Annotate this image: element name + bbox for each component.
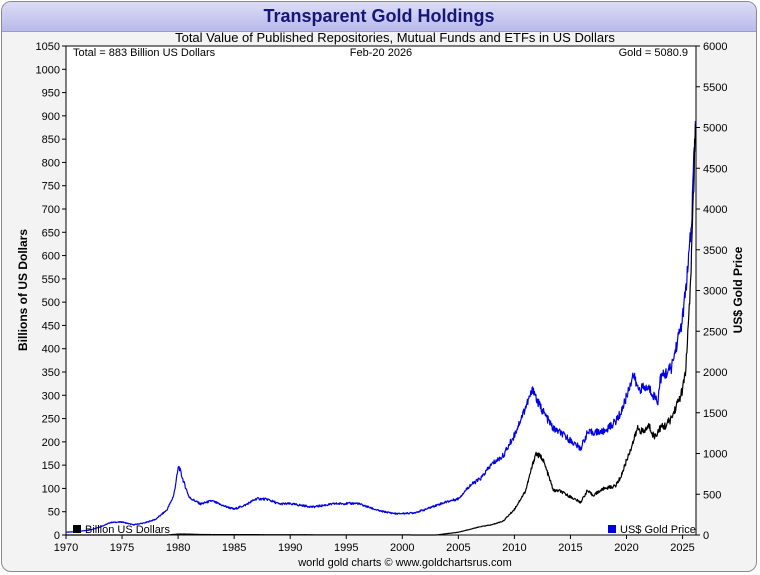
y2-tick-label: 1500 (703, 408, 727, 420)
y-tick-label: 850 (42, 134, 60, 146)
gold-series-layer (65, 120, 696, 533)
holdings-series-layer (65, 123, 696, 536)
x-tick-label: 2015 (558, 542, 582, 554)
y2-tick-label: 4000 (703, 204, 727, 216)
x-tick-label: 2025 (670, 542, 694, 554)
y-tick-label: 400 (42, 344, 60, 356)
y-tick-label: 700 (42, 204, 60, 216)
y2-tick-label: 4500 (703, 163, 727, 175)
y-tick-label: 600 (42, 251, 60, 263)
holdings-line (65, 123, 696, 536)
y2-axis-label: US$ Gold Price (731, 246, 745, 333)
x-tick-label: 1995 (334, 542, 358, 554)
y-tick-label: 150 (42, 460, 60, 472)
y2-tick-label: 2500 (703, 326, 727, 338)
x-tick-label: 1970 (54, 542, 78, 554)
y-tick-label: 250 (42, 414, 60, 426)
x-tick-label: 2020 (614, 542, 638, 554)
y-tick-label: 450 (42, 320, 60, 332)
x-tick-label: 1990 (278, 542, 302, 554)
y-tick-label: 100 (42, 483, 60, 495)
legend-holdings-swatch (73, 525, 81, 533)
y-tick-label: 200 (42, 437, 60, 449)
axes-layer: 0 50 100 150 200 250 300 350 400 450 500 550 600 650 7… (36, 41, 728, 554)
y-tick-label: 650 (42, 227, 60, 239)
y-tick-label: 750 (42, 181, 60, 193)
x-tick-label: 1985 (222, 542, 246, 554)
y-tick-label: 300 (42, 390, 60, 402)
y-tick-label: 800 (42, 157, 60, 169)
y2-tick-label: 0 (703, 530, 709, 542)
x-tick-label: 1975 (110, 542, 134, 554)
gold-price-line (65, 120, 696, 533)
legend-gold-swatch (608, 525, 616, 533)
y-axis-label: Billions of US Dollars (16, 229, 30, 351)
legend-holdings-label: Billion US Dollars (85, 524, 170, 536)
y-tick-label: 950 (42, 88, 60, 100)
y2-tick-label: 500 (703, 489, 721, 501)
y2-tick-label: 5000 (703, 123, 727, 135)
date-label: Feb-20 2026 (350, 47, 412, 59)
x-tick-label: 2000 (390, 542, 414, 554)
x-tick-label: 2005 (446, 542, 470, 554)
y2-tick-label: 2000 (703, 367, 727, 379)
y2-tick-label: 3500 (703, 245, 727, 257)
total-label: Total = 883 Billion US Dollars (73, 47, 216, 59)
y-tick-label: 500 (42, 297, 60, 309)
y-tick-label: 550 (42, 274, 60, 286)
y-tick-label: 350 (42, 367, 60, 379)
chart-subtitle: Total Value of Published Repositories, M… (175, 30, 615, 45)
y2-tick-label: 6000 (703, 41, 727, 53)
footer-credit: world gold charts © www.goldchartsrus.co… (297, 557, 512, 569)
y-tick-label: 50 (48, 507, 60, 519)
x-tick-label: 2010 (502, 542, 526, 554)
plot-area (65, 45, 697, 536)
chart-title: Transparent Gold Holdings (2, 2, 756, 32)
y-tick-label: 900 (42, 111, 60, 123)
y2-tick-label: 3000 (703, 286, 727, 298)
legend-gold-label: US$ Gold Price (620, 524, 696, 536)
y-tick-label: 0 (54, 530, 60, 542)
y-tick-label: 1050 (36, 41, 60, 53)
y2-tick-label: 5500 (703, 82, 727, 94)
x-tick-label: 1980 (166, 542, 190, 554)
gold-price-label: Gold = 5080.9 (619, 47, 688, 59)
y-tick-label: 1000 (36, 64, 60, 76)
y2-tick-label: 1000 (703, 449, 727, 461)
